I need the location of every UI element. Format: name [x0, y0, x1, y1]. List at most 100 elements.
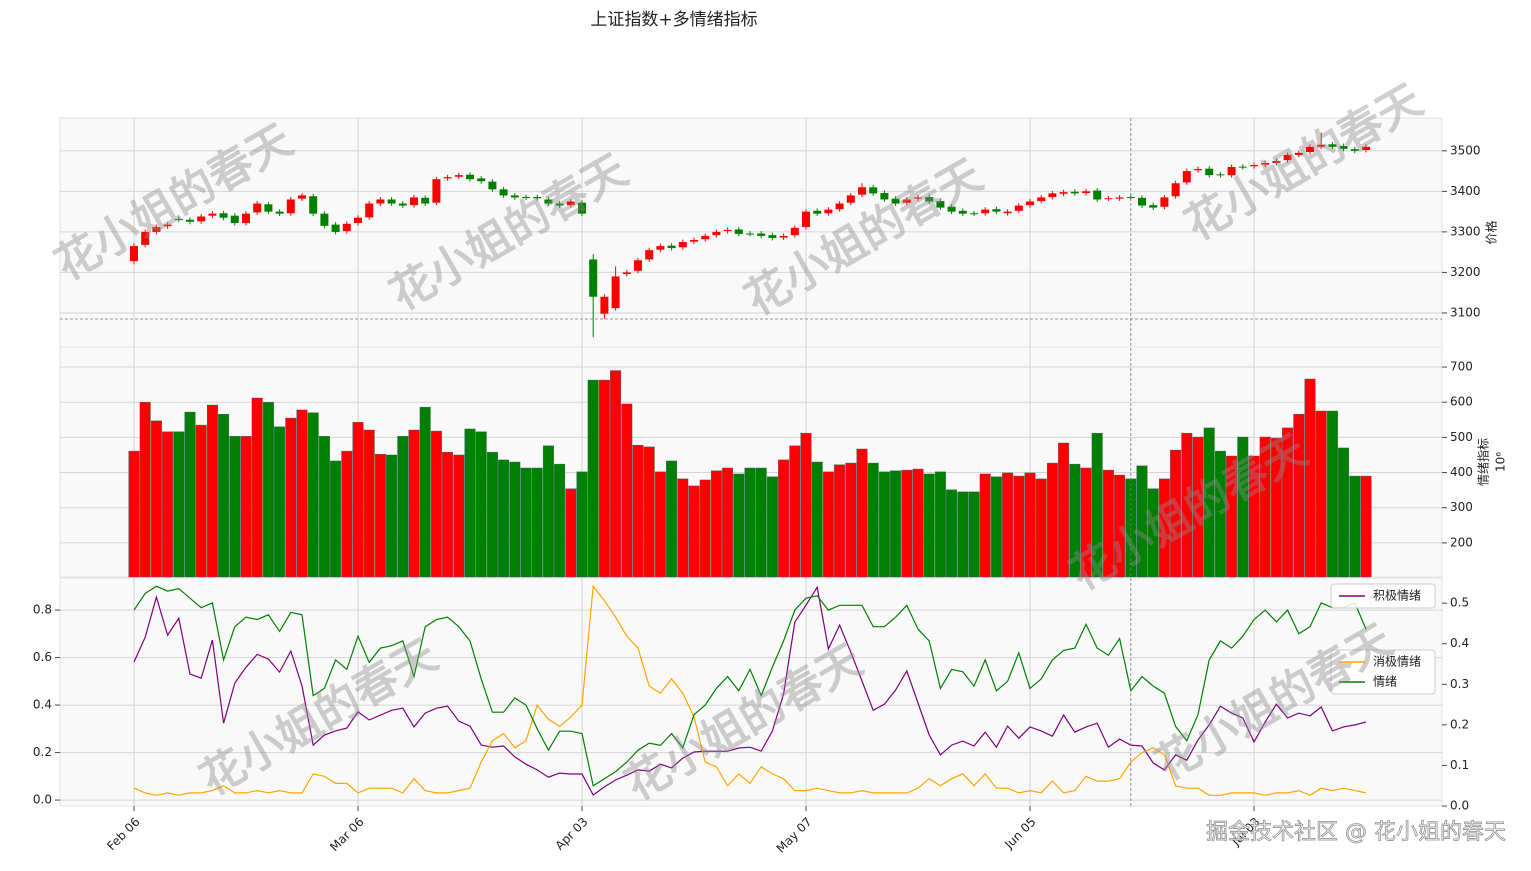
candle-body	[309, 196, 318, 214]
candle-body	[499, 189, 508, 196]
y-tick-label: 0.4	[33, 698, 52, 712]
bar	[901, 469, 913, 578]
candle-body	[186, 219, 194, 222]
candle-body	[1194, 169, 1202, 171]
bar	[934, 471, 946, 578]
bar	[1304, 378, 1316, 578]
bar	[778, 459, 790, 578]
bar	[621, 403, 633, 578]
bar	[1237, 436, 1249, 578]
candle-body	[981, 209, 990, 214]
candle-body	[667, 245, 676, 249]
candle-body	[1306, 146, 1314, 153]
y-axis-label: 情绪指标	[1476, 438, 1491, 486]
bar	[195, 424, 207, 578]
candle-body	[1160, 197, 1169, 207]
candle-body	[1126, 197, 1135, 199]
bar	[464, 428, 476, 578]
candle-body	[477, 178, 486, 182]
candle-body	[566, 201, 575, 206]
bar	[1338, 447, 1350, 578]
bar	[755, 467, 767, 578]
legend-label: 消极情绪	[1373, 655, 1421, 669]
candle-body	[354, 217, 362, 223]
y2-tick-label: 700	[1450, 360, 1473, 374]
y2-tick-label: 500	[1450, 430, 1473, 444]
bar	[744, 467, 756, 578]
bar	[1147, 488, 1159, 578]
candle-body	[790, 227, 799, 236]
bar	[643, 446, 655, 578]
bar	[845, 462, 857, 578]
bar	[430, 430, 442, 578]
legend-label: 情绪	[1373, 675, 1397, 689]
bar	[251, 397, 263, 578]
candle-body	[1115, 197, 1124, 199]
bar	[979, 473, 991, 578]
candle-body	[914, 197, 922, 199]
candle-body	[824, 209, 833, 214]
candle-body	[1070, 191, 1079, 194]
candle-body	[197, 216, 206, 222]
candle-body	[1093, 190, 1102, 200]
bar	[318, 436, 330, 578]
candle-body	[1272, 160, 1281, 163]
bar	[789, 445, 801, 578]
y2-tick-label: 3300	[1450, 224, 1481, 238]
bar	[1360, 475, 1372, 578]
candle-body	[678, 242, 687, 248]
bar	[890, 470, 902, 578]
candle-body	[331, 224, 340, 232]
y2-tick-label: 0.4	[1450, 636, 1469, 650]
bar	[565, 488, 577, 578]
bar	[274, 426, 286, 578]
candle-body	[454, 175, 463, 177]
y2-tick-label: 3400	[1450, 184, 1481, 198]
bar	[800, 432, 812, 578]
bar	[453, 454, 465, 578]
bar	[1214, 450, 1226, 578]
bar	[285, 417, 297, 578]
bar	[1203, 427, 1215, 578]
bar	[722, 467, 734, 578]
candle-body	[634, 260, 642, 271]
candle-body	[869, 187, 878, 194]
candle-body	[1362, 146, 1370, 151]
candle-body	[902, 199, 911, 203]
candle-body	[1238, 166, 1247, 168]
candle-body	[779, 235, 788, 238]
bar	[509, 461, 521, 578]
x-tick-label: May 07	[774, 815, 815, 856]
candle-body	[712, 231, 721, 236]
candle-body	[1328, 144, 1337, 147]
y2-tick-label: 0.0	[1450, 799, 1469, 813]
bar	[1013, 475, 1025, 578]
candle-body	[958, 210, 967, 214]
footer-watermark: 掘金技术社区 @ 花小姐的春天	[1206, 820, 1506, 845]
candle-body	[1149, 205, 1158, 208]
bar	[1091, 432, 1103, 578]
bar	[1270, 437, 1282, 578]
candle-body	[152, 227, 161, 232]
x-tick-label: Feb 06	[104, 815, 142, 853]
candle-body	[891, 198, 900, 204]
panel-background	[59, 117, 1443, 348]
candle-body	[880, 192, 889, 200]
y2-tick-label: 600	[1450, 395, 1473, 409]
bar	[363, 429, 375, 578]
candle-body	[746, 233, 754, 235]
y2-tick-label: 300	[1450, 500, 1473, 514]
candle-body	[970, 213, 978, 215]
candle-body	[1082, 191, 1090, 193]
bar	[486, 451, 498, 578]
y2-tick-label: 0.2	[1450, 717, 1469, 731]
bar	[1080, 467, 1092, 578]
candle-body	[1014, 205, 1023, 211]
bar	[330, 460, 342, 578]
bar	[1024, 472, 1036, 578]
candle-body	[298, 195, 306, 199]
y2-tick-label: 200	[1450, 535, 1473, 549]
candle-body	[253, 203, 262, 213]
legend-box	[1330, 649, 1436, 695]
